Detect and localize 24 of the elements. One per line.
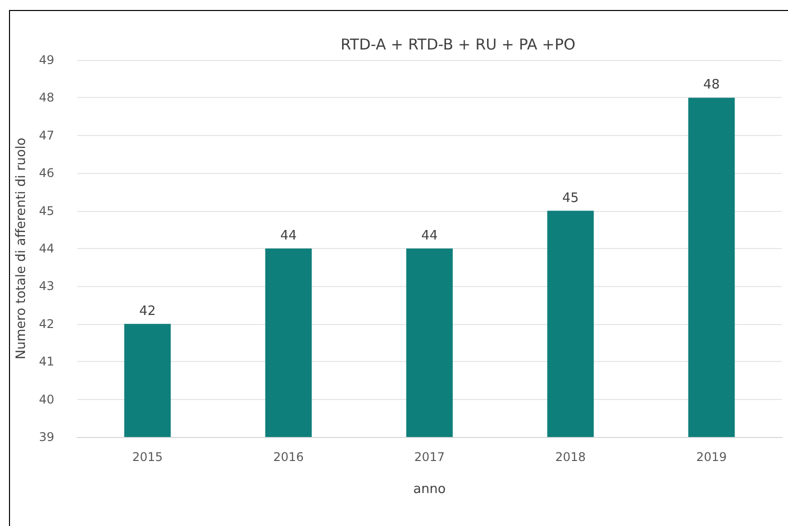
y-tick-label: 40 <box>39 392 54 406</box>
x-tick-label: 2017 <box>414 450 445 464</box>
y-tick-label: 42 <box>39 316 54 331</box>
y-tick-label: 43 <box>39 279 54 294</box>
y-axis-title: Numero totale di afferenti di ruolo <box>14 138 30 360</box>
y-tick-label: 44 <box>39 242 54 256</box>
y-tick-label: 49 <box>39 53 54 67</box>
data-label: 44 <box>280 228 297 244</box>
y-tick-label: 41 <box>39 354 54 369</box>
x-tick-label: 2019 <box>696 450 727 464</box>
y-tick-label: 39 <box>39 430 54 444</box>
y-tick-label: 45 <box>39 204 54 218</box>
x-tick-label: 2016 <box>273 450 304 464</box>
data-label: 45 <box>562 190 579 206</box>
chart-title: RTD-A + RTD-B + RU + PA +PO <box>340 36 576 54</box>
data-label: 48 <box>703 78 720 93</box>
y-tick-label: 46 <box>39 166 54 180</box>
y-tick-label: 48 <box>39 90 54 105</box>
data-label: 42 <box>139 304 156 319</box>
x-axis-title: anno <box>413 482 446 497</box>
x-tick-label: 2018 <box>555 450 586 464</box>
data-label: 44 <box>421 228 438 244</box>
y-tick-label: 47 <box>39 128 54 142</box>
x-tick-label: 2015 <box>132 450 163 464</box>
